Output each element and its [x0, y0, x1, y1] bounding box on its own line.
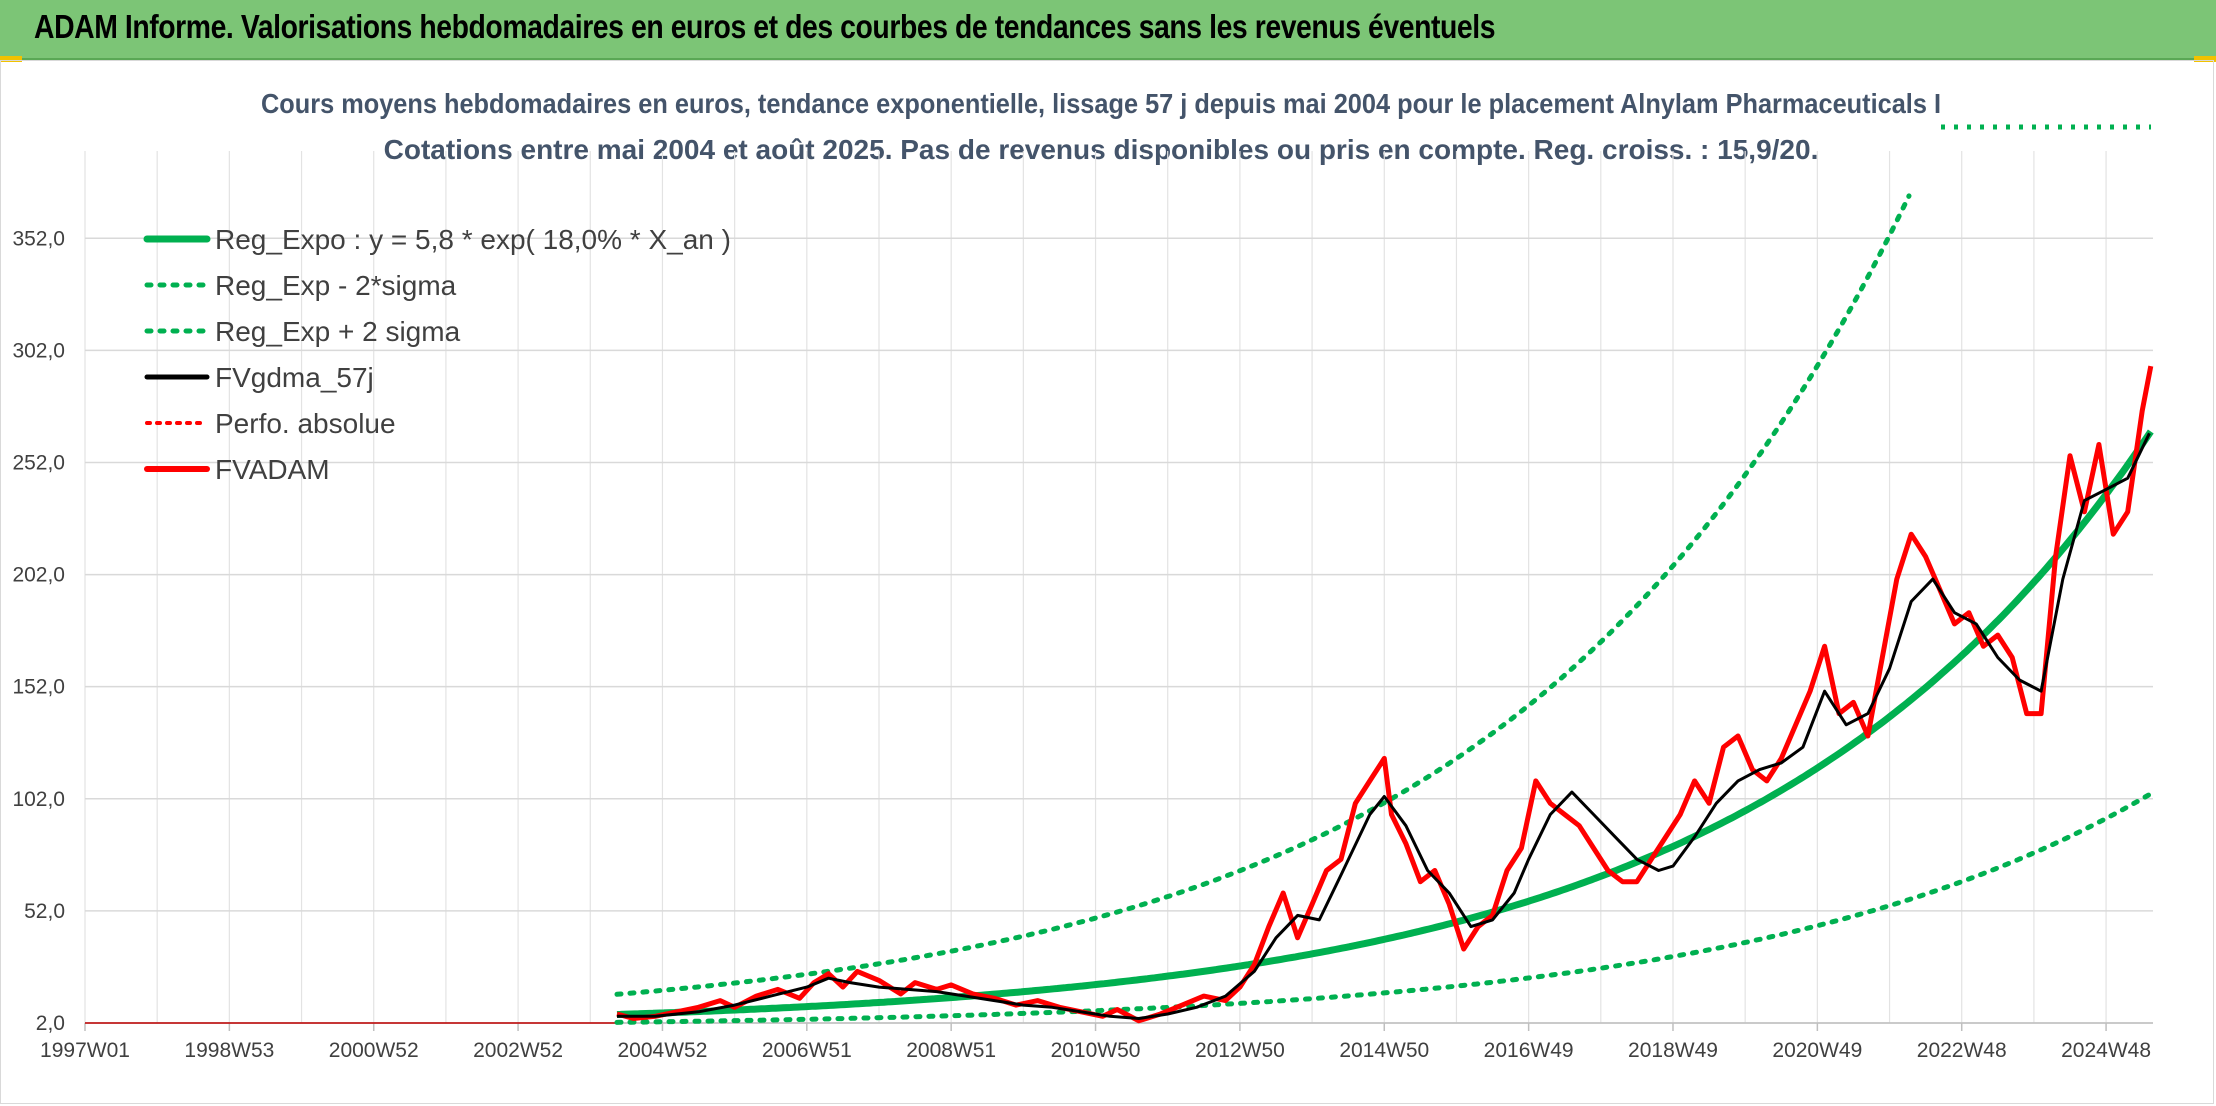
- x-tick-label: 2006W51: [762, 1039, 852, 1062]
- legend: Reg_Expo : y = 5,8 * exp( 18,0% * X_an )…: [143, 224, 731, 485]
- report-header: ADAM Informe. Valorisations hebdomadaire…: [0, 0, 2216, 60]
- legend-label: Reg_Expo : y = 5,8 * exp( 18,0% * X_an ): [215, 224, 731, 255]
- y-tick-label: 152,0: [12, 676, 65, 699]
- x-tick-label: 2022W48: [1917, 1039, 2007, 1062]
- y-tick-label: 352,0: [12, 227, 65, 250]
- line-chart: Cours moyens hebdomadaires en euros, ten…: [12, 88, 2154, 1062]
- report-title: ADAM Informe. Valorisations hebdomadaire…: [34, 8, 1496, 45]
- x-tick-label: 1998W53: [184, 1039, 274, 1062]
- x-tick-label: 2020W49: [1772, 1039, 1862, 1062]
- fvgdma-57j-line: [617, 432, 2151, 1020]
- y-tick-label: 2,0: [36, 1012, 65, 1035]
- y-axis: 2,0 52,0 102,0 152,0 202,0 252,0 302,0 352,0: [12, 227, 65, 1035]
- chart-subtitle: Cotations entre mai 2004 et août 2025. P…: [384, 134, 1819, 165]
- y-tick-label: 252,0: [12, 451, 65, 474]
- y-tick-label: 102,0: [12, 788, 65, 811]
- x-tick-label: 2014W50: [1339, 1039, 1429, 1062]
- x-tick-label: 2012W50: [1195, 1039, 1285, 1062]
- chart-area: Cours moyens hebdomadaires en euros, ten…: [0, 60, 2214, 1104]
- chart-title: Cours moyens hebdomadaires en euros, ten…: [261, 88, 1941, 119]
- x-tick-label: 2008W51: [906, 1039, 996, 1062]
- corner-mark-left: [0, 56, 22, 62]
- corner-mark-right: [2194, 56, 2216, 62]
- y-tick-label: 52,0: [24, 900, 65, 923]
- x-tick-label: 2018W49: [1628, 1039, 1718, 1062]
- x-tick-label: 2024W48: [2061, 1039, 2151, 1062]
- x-tick-label: 2016W49: [1484, 1039, 1574, 1062]
- reg-exp-plus-2sigma-line: [614, 193, 1912, 997]
- legend-label: FVgdma_57j: [215, 362, 374, 393]
- reg-expo-line: [616, 429, 2154, 1018]
- legend-label: Perfo. absolue: [215, 408, 396, 439]
- series-layer: [85, 193, 2154, 1025]
- x-tick-label: 2000W52: [329, 1039, 419, 1062]
- reg-exp-minus-2sigma-line: [614, 791, 2154, 1025]
- x-tick-label: 2010W50: [1051, 1039, 1141, 1062]
- legend-label: FVADAM: [215, 454, 330, 485]
- x-tick-label: 2002W52: [473, 1039, 563, 1062]
- x-tick-label: 2004W52: [617, 1039, 707, 1062]
- x-axis: 1997W01 1998W53 2000W52 2002W52 2004W52 2006W…: [40, 1023, 2151, 1062]
- x-tick-label: 1997W01: [40, 1039, 130, 1062]
- y-tick-label: 302,0: [12, 339, 65, 362]
- fvadam-line: [616, 365, 2154, 1024]
- y-tick-label: 202,0: [12, 564, 65, 587]
- legend-label: Reg_Exp - 2*sigma: [215, 270, 457, 301]
- legend-label: Reg_Exp + 2 sigma: [215, 316, 461, 347]
